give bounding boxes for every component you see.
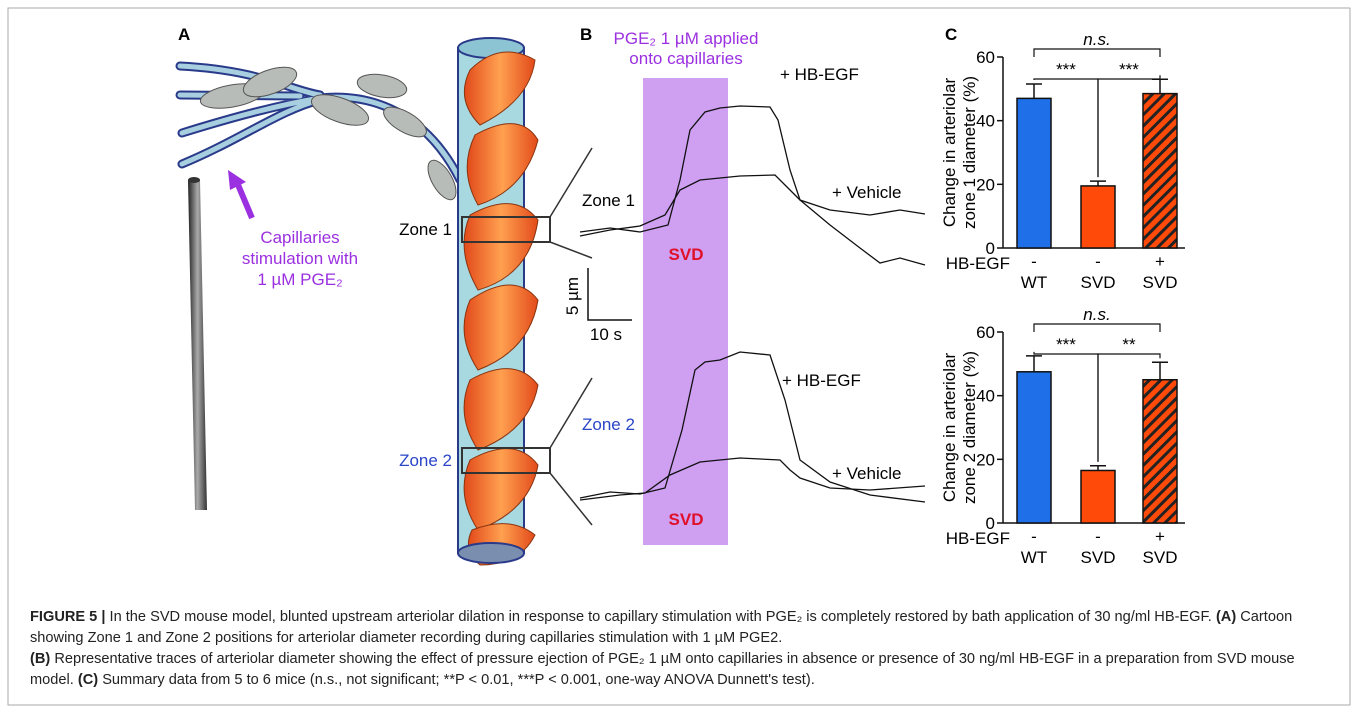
stim-line: 1 µM PGE₂ [257,270,342,289]
significance-label: *** [1056,60,1076,79]
application-label: PGE₂ 1 µM applied [614,29,759,48]
trace-label: Zone 2 [582,415,635,434]
significance-label: n.s. [1083,305,1110,324]
trace-label: + HB-EGF [782,371,861,390]
y-axis-label: Change in arteriolar [940,78,959,228]
pipette [188,180,207,510]
zone-label: Zone 2 [399,451,452,470]
x-tick-label: + [1155,252,1165,271]
trace-label: + Vehicle [832,183,901,202]
stim-line: stimulation with [242,249,358,268]
stim-line: Capillaries [260,228,339,247]
bar [1081,470,1115,523]
x-tick-label: SVD [1081,273,1116,292]
x-tick-label: SVD [1143,548,1178,567]
scale-label: 5 µm [563,277,582,315]
bar [1081,186,1115,248]
panel-label: C [945,25,957,44]
zone-label: Zone 1 [399,220,452,239]
caption: FIGURE 5 | In the SVD mouse model, blunt… [30,607,1330,691]
x-tick-label: WT [1021,273,1047,292]
y-axis-label: zone 1 diameter (%) [960,76,979,229]
y-tick-label: 60 [976,48,995,67]
significance-label: *** [1056,335,1076,354]
x-tick-label: - [1031,527,1037,546]
figure: A Zone 1 Zone 2 Capillaries stimulation … [0,0,1358,712]
scale-bar [588,268,632,320]
caption-label: (A) [1216,609,1236,625]
x-tick-label: - [1095,252,1101,271]
caption-label: (C) [78,672,98,688]
bar [1017,98,1051,248]
trace-label: SVD [669,245,704,264]
stim-text: Capillaries stimulation with 1 µM PGE₂ [242,228,358,289]
application-period [643,78,728,545]
x-tick-label: + [1155,527,1165,546]
pipette-tip [188,177,200,183]
y-tick-label: 60 [976,323,995,342]
trace-label: + HB-EGF [780,65,859,84]
application-label: onto capillaries [629,49,742,68]
trace-label: Zone 1 [582,191,635,210]
x-tick-label: - [1095,527,1101,546]
bar [1143,380,1177,523]
figure-art: A Zone 1 Zone 2 Capillaries stimulation … [0,0,1358,712]
caption-label: (B) [30,651,50,667]
scale-label: 10 s [590,325,622,344]
x-tick-label: SVD [1081,548,1116,567]
error-bar [1152,362,1168,380]
significance-bracket [1034,49,1160,57]
significance-bracket [1034,324,1160,332]
caption-text: Summary data from 5 to 6 mice (n.s., not… [102,672,815,688]
caption-text: In the SVD mouse model, blunted upstream… [110,609,1212,625]
y-axis-label: Change in arteriolar [940,353,959,503]
x-tick-label: SVD [1143,273,1178,292]
significance-label: *** [1119,60,1139,79]
panel-label: B [580,25,592,44]
arteriole-bottom [458,543,524,563]
row-label: HB-EGF [946,529,1010,548]
x-tick-label: - [1031,252,1037,271]
error-bar [1026,84,1042,98]
bar [1143,94,1177,248]
significance-label: ** [1122,335,1136,354]
error-bar [1152,79,1168,93]
x-tick-label: WT [1021,548,1047,567]
caption-label: FIGURE 5 | [30,609,105,625]
row-label: HB-EGF [946,254,1010,273]
trace-label: + Vehicle [832,464,901,483]
error-bar [1026,356,1042,372]
y-axis-label: zone 2 diameter (%) [960,351,979,504]
significance-label: n.s. [1083,30,1110,49]
bar [1017,372,1051,523]
traces [580,106,925,502]
panel-label: A [178,25,190,44]
trace-label: SVD [669,510,704,529]
